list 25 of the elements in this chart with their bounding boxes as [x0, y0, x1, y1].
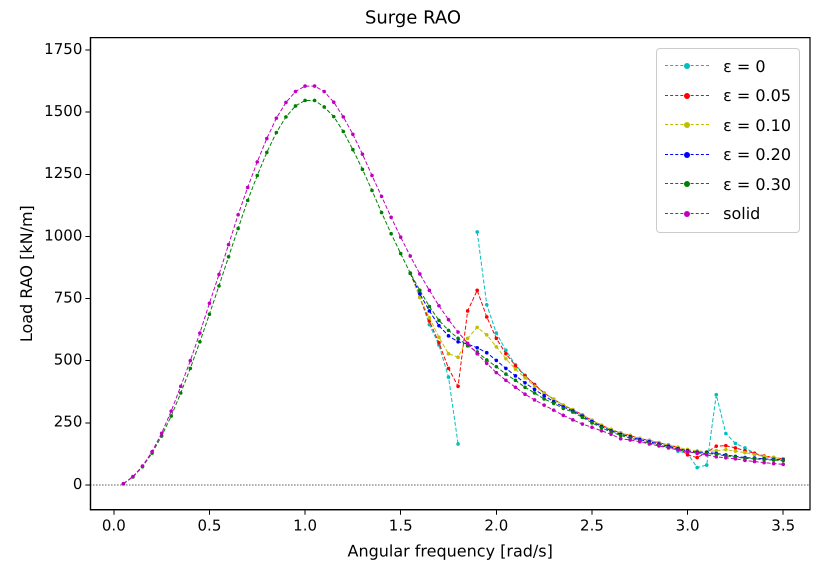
y-tick-label: 0	[72, 474, 82, 493]
legend-label: ε = 0.20	[723, 145, 791, 164]
y-tick-label: 250	[54, 412, 82, 431]
x-tick-label: 1.0	[293, 516, 317, 535]
y-tick-label: 500	[54, 350, 82, 369]
x-tick-label: 3.5	[771, 516, 796, 535]
y-tick-label: 1000	[44, 226, 82, 244]
legend-label: ε = 0.10	[723, 116, 791, 135]
y-tick-label: 1250	[44, 164, 82, 182]
x-tick-label: 1.5	[388, 516, 413, 535]
x-tick-label: 2.0	[484, 516, 508, 535]
x-axis-title: Angular frequency [rad/s]	[347, 542, 553, 561]
x-tick-label: 2.5	[580, 516, 604, 535]
x-tick-label: 3.0	[676, 516, 700, 535]
legend-label: ε = 0.30	[723, 174, 791, 194]
legend-label: solid	[723, 204, 760, 224]
legend-label: ε = 0.05	[723, 86, 791, 106]
chart-title: Surge RAO	[364, 7, 462, 28]
x-tick-label: 0.0	[102, 516, 126, 535]
y-tick-label: 750	[54, 288, 82, 306]
y-tick-label: 1500	[44, 102, 82, 120]
x-tick-label: 0.5	[198, 516, 222, 535]
y-tick-label: 1750	[44, 40, 82, 58]
legend-label: ε = 0	[723, 56, 766, 76]
y-axis-title: Load RAO [kN/m]	[16, 205, 36, 342]
